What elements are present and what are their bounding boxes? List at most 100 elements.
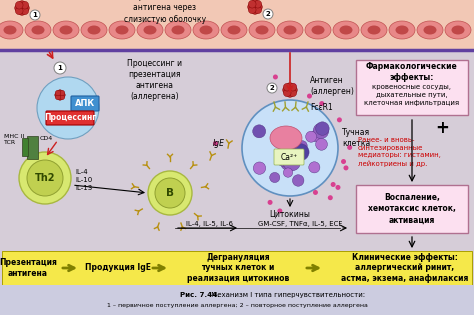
Text: GM-CSF, TNFα, IL-5, ECF: GM-CSF, TNFα, IL-5, ECF — [258, 221, 342, 227]
Ellipse shape — [367, 26, 381, 35]
Circle shape — [290, 86, 297, 94]
Circle shape — [292, 83, 297, 88]
Ellipse shape — [25, 21, 51, 39]
Ellipse shape — [109, 21, 135, 39]
Ellipse shape — [193, 21, 219, 39]
Circle shape — [57, 90, 63, 95]
Circle shape — [251, 7, 259, 14]
Ellipse shape — [88, 26, 100, 35]
Circle shape — [18, 4, 26, 12]
FancyBboxPatch shape — [0, 52, 474, 250]
Circle shape — [347, 145, 352, 150]
Circle shape — [254, 0, 262, 8]
Ellipse shape — [228, 26, 240, 35]
FancyBboxPatch shape — [71, 96, 99, 111]
Circle shape — [292, 144, 309, 160]
Circle shape — [313, 190, 318, 195]
Ellipse shape — [452, 26, 465, 35]
Circle shape — [283, 168, 292, 177]
Text: Цитокины: Цитокины — [270, 209, 310, 219]
Ellipse shape — [3, 26, 17, 35]
Ellipse shape — [255, 26, 268, 35]
Circle shape — [57, 92, 63, 98]
Circle shape — [15, 7, 23, 15]
Circle shape — [337, 117, 342, 122]
Circle shape — [289, 83, 297, 91]
Circle shape — [309, 162, 320, 173]
Circle shape — [254, 6, 262, 14]
Circle shape — [18, 8, 26, 15]
FancyBboxPatch shape — [356, 60, 468, 115]
Circle shape — [267, 200, 273, 205]
Ellipse shape — [172, 26, 184, 35]
Ellipse shape — [37, 77, 99, 139]
Circle shape — [247, 3, 255, 11]
FancyBboxPatch shape — [356, 185, 468, 233]
Ellipse shape — [0, 21, 23, 39]
Text: TCR: TCR — [4, 140, 16, 145]
Ellipse shape — [144, 26, 156, 35]
Circle shape — [273, 74, 278, 79]
Ellipse shape — [137, 21, 163, 39]
Circle shape — [319, 101, 324, 106]
FancyBboxPatch shape — [22, 138, 28, 156]
Circle shape — [57, 95, 63, 100]
Text: +: + — [435, 119, 449, 137]
Text: Механизм I типа гиперчувствительности:: Механизм I типа гиперчувствительности: — [209, 292, 365, 298]
Circle shape — [277, 154, 289, 166]
Text: CD4: CD4 — [40, 136, 53, 141]
Text: кровеносные сосуды,
дыхательные пути,
клеточная инфильтрация: кровеносные сосуды, дыхательные пути, кл… — [365, 84, 460, 106]
Circle shape — [55, 90, 61, 96]
Ellipse shape — [423, 26, 437, 35]
Text: Клинические эффекты:
аллергический ринит,
астма, экзема, анафилаксия: Клинические эффекты: аллергический ринит… — [341, 253, 469, 283]
Circle shape — [286, 86, 294, 94]
Text: 2: 2 — [265, 11, 270, 17]
Ellipse shape — [31, 26, 45, 35]
Text: IL-4
IL-10
IL-13: IL-4 IL-10 IL-13 — [75, 169, 92, 191]
Circle shape — [283, 89, 291, 97]
Circle shape — [242, 100, 338, 196]
Circle shape — [292, 175, 304, 186]
Text: МНС II: МНС II — [4, 134, 24, 139]
Circle shape — [59, 94, 65, 100]
Circle shape — [19, 152, 71, 204]
Text: Th2: Th2 — [35, 173, 55, 183]
Ellipse shape — [165, 21, 191, 39]
Text: 2: 2 — [270, 85, 274, 91]
Circle shape — [278, 151, 292, 164]
Text: Презентация
антигена: Презентация антигена — [0, 258, 57, 278]
Circle shape — [60, 92, 65, 98]
Circle shape — [251, 3, 259, 11]
Circle shape — [277, 209, 283, 214]
FancyBboxPatch shape — [0, 285, 474, 315]
Circle shape — [267, 83, 277, 93]
Text: Процессинг: Процессинг — [44, 113, 96, 123]
Ellipse shape — [53, 21, 79, 39]
Ellipse shape — [305, 21, 331, 39]
Circle shape — [253, 125, 266, 138]
Circle shape — [213, 141, 218, 146]
Circle shape — [21, 1, 28, 9]
Circle shape — [307, 94, 312, 99]
Circle shape — [306, 131, 317, 142]
Text: Тучная
клетка: Тучная клетка — [342, 128, 370, 148]
Circle shape — [331, 182, 336, 187]
Circle shape — [310, 130, 322, 142]
Ellipse shape — [116, 26, 128, 35]
Ellipse shape — [200, 26, 212, 35]
FancyBboxPatch shape — [27, 135, 38, 158]
Circle shape — [341, 159, 346, 164]
Circle shape — [288, 129, 299, 140]
Text: Антиген
(аллерген): Антиген (аллерген) — [310, 76, 354, 96]
Circle shape — [297, 141, 307, 151]
Circle shape — [155, 178, 185, 208]
Text: Воспаление,
хемотаксис клеток,
активация: Воспаление, хемотаксис клеток, активация — [368, 193, 456, 225]
Circle shape — [316, 122, 329, 135]
Text: IL-4, IL-5, IL-6: IL-4, IL-5, IL-6 — [186, 221, 234, 227]
Circle shape — [15, 4, 22, 12]
Text: Продукция IgE: Продукция IgE — [85, 264, 151, 272]
Circle shape — [286, 83, 294, 90]
Ellipse shape — [333, 21, 359, 39]
Circle shape — [316, 138, 328, 150]
Ellipse shape — [339, 26, 353, 35]
